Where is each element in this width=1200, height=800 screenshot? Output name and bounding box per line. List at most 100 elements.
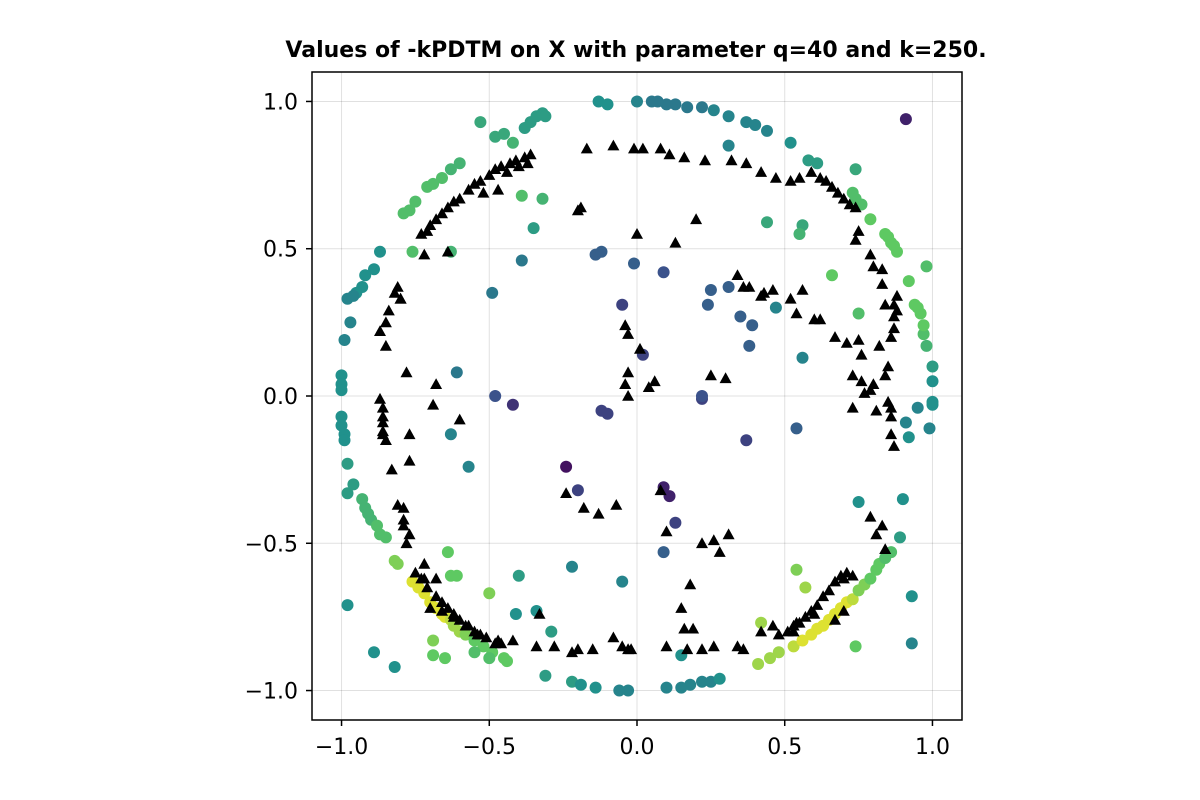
triangle-point-135 bbox=[876, 263, 889, 275]
triangle-point-151 bbox=[755, 166, 768, 177]
triangle-point-145 bbox=[820, 175, 833, 186]
triangle-point-122 bbox=[885, 428, 898, 440]
circle-point-159 bbox=[696, 101, 708, 114]
triangle-point-76 bbox=[492, 634, 505, 646]
triangle-point-192 bbox=[719, 372, 732, 384]
triangle-point-103 bbox=[829, 575, 841, 587]
circle-point-57 bbox=[477, 640, 490, 653]
circle-point-117 bbox=[852, 496, 865, 508]
circle-point-206 bbox=[761, 216, 773, 229]
triangle-point-117 bbox=[879, 543, 892, 554]
triangle-point-133 bbox=[879, 298, 892, 310]
triangle-point-51 bbox=[403, 528, 416, 540]
triangle-point-184 bbox=[867, 378, 880, 389]
circle-point-181 bbox=[796, 351, 809, 364]
circle-point-141 bbox=[879, 228, 892, 240]
triangle-point-146 bbox=[814, 172, 827, 183]
triangle-point-69 bbox=[418, 572, 431, 584]
circle-point-128 bbox=[926, 360, 939, 373]
triangle-point-74 bbox=[462, 619, 475, 631]
x-tick-label-1: −0.5 bbox=[463, 735, 516, 760]
circle-point-119 bbox=[905, 637, 918, 650]
circle-point-63 bbox=[439, 652, 451, 665]
triangle-point-9 bbox=[468, 177, 481, 189]
circle-point-121 bbox=[902, 431, 915, 444]
circle-point-70 bbox=[388, 661, 401, 673]
circle-point-11 bbox=[436, 172, 448, 184]
circle-point-18 bbox=[368, 263, 380, 276]
circle-point-202 bbox=[536, 192, 549, 205]
circle-point-85 bbox=[684, 678, 697, 691]
y-tick-label-0: −1.0 bbox=[245, 680, 298, 705]
triangle-point-50 bbox=[397, 519, 410, 531]
triangle-point-68 bbox=[506, 634, 519, 646]
triangle-point-172 bbox=[766, 284, 779, 295]
circle-point-76 bbox=[545, 625, 558, 638]
triangle-point-147 bbox=[805, 166, 818, 177]
triangle-point-191 bbox=[704, 369, 717, 381]
triangle-point-2 bbox=[424, 219, 437, 230]
triangle-point-31 bbox=[418, 248, 431, 260]
circle-point-64 bbox=[468, 646, 481, 659]
triangle-point-47 bbox=[391, 499, 404, 510]
circle-point-157 bbox=[722, 110, 735, 123]
triangle-point-11 bbox=[483, 169, 496, 180]
triangle-point-137 bbox=[864, 248, 877, 260]
circle-point-34 bbox=[341, 487, 354, 500]
triangle-point-109 bbox=[829, 613, 841, 625]
triangle-point-48 bbox=[397, 501, 410, 513]
triangle-point-203 bbox=[660, 525, 673, 537]
circle-point-60 bbox=[501, 655, 513, 668]
circle-point-136 bbox=[902, 275, 915, 288]
circle-point-72 bbox=[341, 599, 354, 612]
circle-point-195 bbox=[657, 546, 670, 559]
triangle-point-197 bbox=[642, 381, 655, 392]
triangle-point-169 bbox=[743, 281, 756, 292]
triangle-point-22 bbox=[521, 157, 534, 169]
circle-point-89 bbox=[566, 560, 578, 573]
circle-point-123 bbox=[911, 401, 924, 414]
triangle-point-32 bbox=[441, 245, 454, 257]
circle-point-112 bbox=[755, 616, 768, 629]
circle-point-29 bbox=[335, 410, 348, 423]
triangle-point-79 bbox=[548, 640, 561, 652]
triangle-point-190 bbox=[634, 342, 646, 354]
triangle-point-77 bbox=[533, 608, 546, 619]
triangle-point-4 bbox=[436, 207, 448, 219]
triangle-point-18 bbox=[477, 186, 490, 198]
circle-point-86 bbox=[696, 675, 708, 688]
triangle-point-73 bbox=[447, 610, 460, 622]
triangle-point-202 bbox=[654, 484, 667, 496]
triangle-point-44 bbox=[453, 413, 466, 425]
triangle-point-26 bbox=[382, 304, 395, 316]
triangle-point-201 bbox=[610, 499, 623, 510]
circle-point-115 bbox=[849, 640, 862, 653]
circle-point-13 bbox=[421, 180, 434, 193]
triangle-point-181 bbox=[855, 348, 868, 360]
triangle-point-127 bbox=[885, 331, 898, 342]
x-tick-label-3: 0.5 bbox=[767, 735, 802, 760]
x-tick-label-2: 0.0 bbox=[620, 735, 655, 760]
triangle-point-27 bbox=[379, 316, 392, 328]
circle-point-114 bbox=[799, 581, 812, 594]
circle-point-0 bbox=[474, 116, 487, 129]
circle-point-188 bbox=[740, 434, 753, 447]
triangle-point-118 bbox=[888, 440, 900, 451]
circle-point-95 bbox=[787, 640, 800, 653]
circle-point-24 bbox=[344, 316, 357, 329]
triangle-point-3 bbox=[430, 213, 443, 225]
triangle-point-14 bbox=[504, 157, 516, 169]
circle-point-23 bbox=[341, 292, 354, 305]
circle-point-69 bbox=[483, 587, 496, 600]
triangle-point-138 bbox=[849, 233, 862, 245]
circle-point-92 bbox=[752, 658, 765, 670]
triangle-point-150 bbox=[769, 172, 782, 183]
circle-point-10 bbox=[444, 163, 457, 176]
circle-point-80 bbox=[589, 681, 602, 694]
triangle-point-207 bbox=[722, 528, 735, 540]
triangle-point-144 bbox=[826, 180, 838, 192]
circle-point-107 bbox=[864, 572, 877, 585]
circle-point-90 bbox=[616, 575, 629, 588]
triangle-point-132 bbox=[891, 289, 903, 301]
